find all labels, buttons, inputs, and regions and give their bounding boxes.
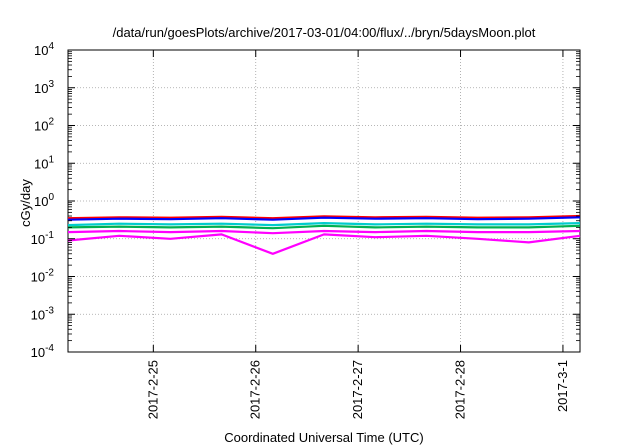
x-axis-ticks: 2017-2-25 2017-2-26 2017-2-27 2017-2-28 2017… [145,50,570,419]
series-line-4 [67,222,581,227]
y-axis-label: cGy/day [18,179,33,227]
y-tick-exponent: 2 [48,117,54,128]
y-tick-exponent: 4 [48,41,54,52]
y-tick-exponent: -2 [45,268,54,279]
series-line-2 [67,214,581,220]
x-tick-label: 2017-2-25 [145,360,160,419]
y-tick-label: 101 [34,154,54,171]
series-group [67,214,581,255]
y-tick-label: 102 [34,117,54,134]
series-line-6 [67,229,581,235]
y-tick-label: 10-1 [31,230,55,247]
grid [68,50,580,352]
series-line-1 [67,233,581,255]
y-tick-exponent: 3 [48,79,54,90]
y-tick-label: 10-2 [31,268,55,285]
y-tick-exponent: 0 [48,192,54,203]
y-tick-label: 103 [34,79,54,96]
x-axis-label: Coordinated Universal Time (UTC) [224,430,423,445]
series-line-3 [67,216,581,221]
x-tick-label: 2017-3-1 [555,360,570,412]
y-tick-label: 10-3 [31,305,55,322]
series-line-5 [67,224,581,230]
y-tick-exponent: -4 [45,343,54,354]
y-tick-exponent: -1 [45,230,54,241]
chart-title: /data/run/goesPlots/archive/2017-03-01/0… [113,25,536,40]
x-tick-label: 2017-2-28 [453,360,468,419]
y-tick-label: 104 [34,41,54,58]
y-tick-label: 100 [34,192,54,209]
y-tick-label: 10-4 [31,343,55,360]
y-tick-exponent: -3 [45,305,54,316]
y-tick-exponent: 1 [48,154,54,165]
x-tick-label: 2017-2-27 [350,360,365,419]
x-tick-label: 2017-2-26 [248,360,263,419]
